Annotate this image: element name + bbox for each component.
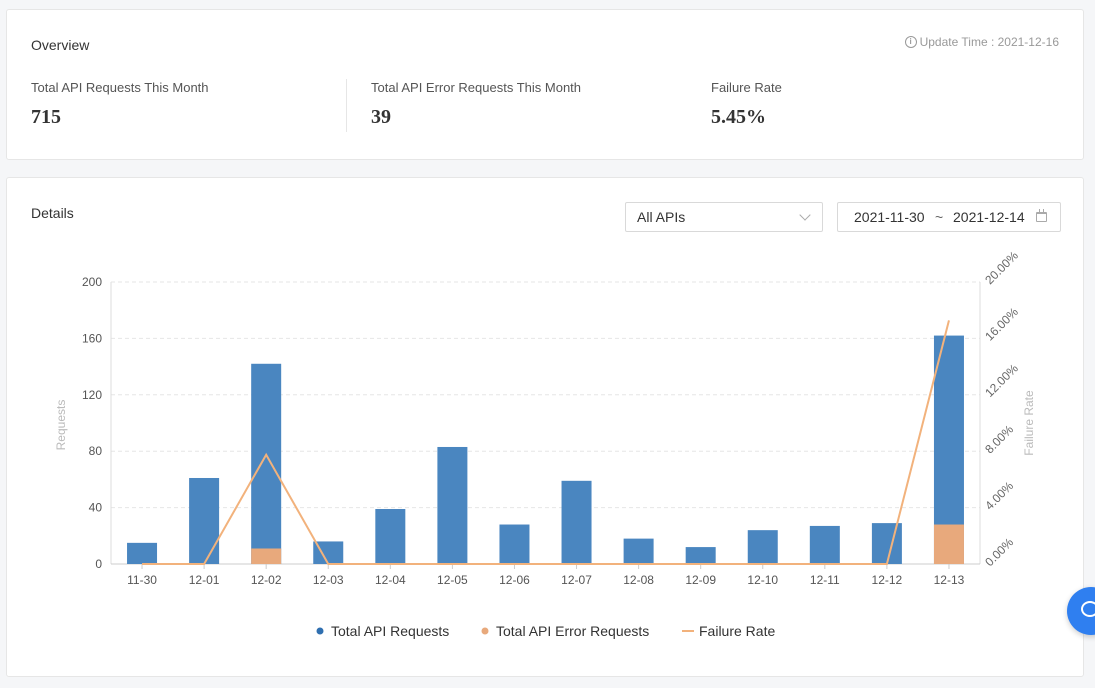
y-left-tick-label: 80 (89, 444, 103, 458)
x-tick-label: 12-13 (934, 573, 965, 587)
overview-card: Overview i Update Time : 2021-12-16 Tota… (6, 9, 1084, 160)
metric-total-requests: Total API Requests This Month 715 (31, 80, 209, 129)
update-time: i Update Time : 2021-12-16 (904, 35, 1059, 49)
x-tick-label: 12-01 (189, 573, 220, 587)
y-left-axis-title: Requests (54, 400, 68, 451)
bar-total-requests (499, 524, 530, 564)
bar-total-requests (685, 547, 716, 564)
metric-value: 5.45% (711, 106, 766, 128)
bar-total-requests (437, 446, 468, 564)
bar-total-requests (809, 525, 840, 564)
x-tick-label: 11-30 (127, 573, 157, 587)
metric-value: 715 (31, 106, 61, 128)
y-right-tick-label: 12.00% (982, 361, 1021, 400)
bar-error-requests (251, 548, 282, 564)
y-right-tick-label: 4.00% (982, 479, 1016, 513)
failure-rate-line (142, 320, 950, 565)
y-left-tick-label: 40 (89, 501, 103, 515)
bar-total-requests (251, 363, 282, 564)
bar-total-requests (561, 480, 592, 564)
legend-label-rate: Failure Rate (699, 623, 775, 639)
x-tick-label: 12-05 (437, 573, 468, 587)
x-tick-label: 12-11 (810, 573, 840, 587)
legend-marker-total (316, 627, 324, 635)
bar-total-requests (747, 530, 778, 564)
legend-label-error: Total API Error Requests (496, 623, 649, 639)
overview-title: Overview (31, 37, 90, 53)
api-select[interactable]: All APIs (625, 202, 823, 232)
divider (346, 79, 347, 132)
y-left-tick-label: 160 (82, 331, 102, 345)
y-right-tick-label: 0.00% (982, 535, 1016, 569)
details-card: Details All APIs 2021-11-30 ~ 2021-12-14 (6, 177, 1084, 677)
y-right-axis-title: Failure Rate (1022, 390, 1036, 456)
y-right-tick-label: 16.00% (982, 305, 1021, 344)
bar-total-requests (127, 542, 158, 564)
y-left-tick-label: 200 (82, 275, 102, 289)
x-tick-label: 12-04 (375, 573, 406, 587)
bar-total-requests (871, 523, 902, 564)
api-select-value: All APIs (637, 209, 686, 225)
metric-error-requests: Total API Error Requests This Month 39 (371, 80, 581, 129)
x-tick-label: 12-03 (313, 573, 344, 587)
y-left-tick-label: 120 (82, 388, 102, 402)
x-tick-label: 12-06 (499, 573, 530, 587)
bar-error-requests (933, 524, 964, 564)
update-time-text: Update Time : 2021-12-16 (919, 35, 1059, 49)
bar-total-requests (189, 477, 220, 564)
details-title: Details (31, 205, 74, 221)
metric-label: Failure Rate (711, 80, 782, 95)
x-tick-label: 12-07 (561, 573, 592, 587)
bar-total-requests (623, 538, 654, 564)
x-tick-label: 12-09 (685, 573, 716, 587)
date-start[interactable]: 2021-11-30 (854, 209, 925, 225)
metric-value: 39 (371, 106, 391, 128)
x-tick-label: 12-12 (872, 573, 903, 587)
date-range-picker[interactable]: 2021-11-30 ~ 2021-12-14 (837, 202, 1061, 232)
x-tick-label: 12-08 (623, 573, 654, 587)
y-right-tick-label: 8.00% (982, 422, 1016, 456)
bar-total-requests (313, 541, 344, 564)
info-icon: i (904, 36, 917, 48)
calendar-icon (1036, 209, 1047, 222)
bar-total-requests (375, 509, 406, 564)
legend-marker-error (481, 627, 489, 635)
legend-label-total: Total API Requests (331, 623, 449, 639)
chat-icon (1081, 601, 1095, 617)
y-right-tick-label: 20.00% (982, 248, 1021, 287)
y-left-tick-label: 0 (95, 557, 102, 571)
x-tick-label: 12-10 (747, 573, 778, 587)
date-separator: ~ (935, 209, 944, 225)
metric-label: Total API Requests This Month (31, 80, 209, 95)
date-end[interactable]: 2021-12-14 (953, 209, 1025, 225)
x-tick-label: 12-02 (251, 573, 282, 587)
metric-label: Total API Error Requests This Month (371, 80, 582, 95)
metric-failure-rate: Failure Rate 5.45% (711, 80, 782, 129)
